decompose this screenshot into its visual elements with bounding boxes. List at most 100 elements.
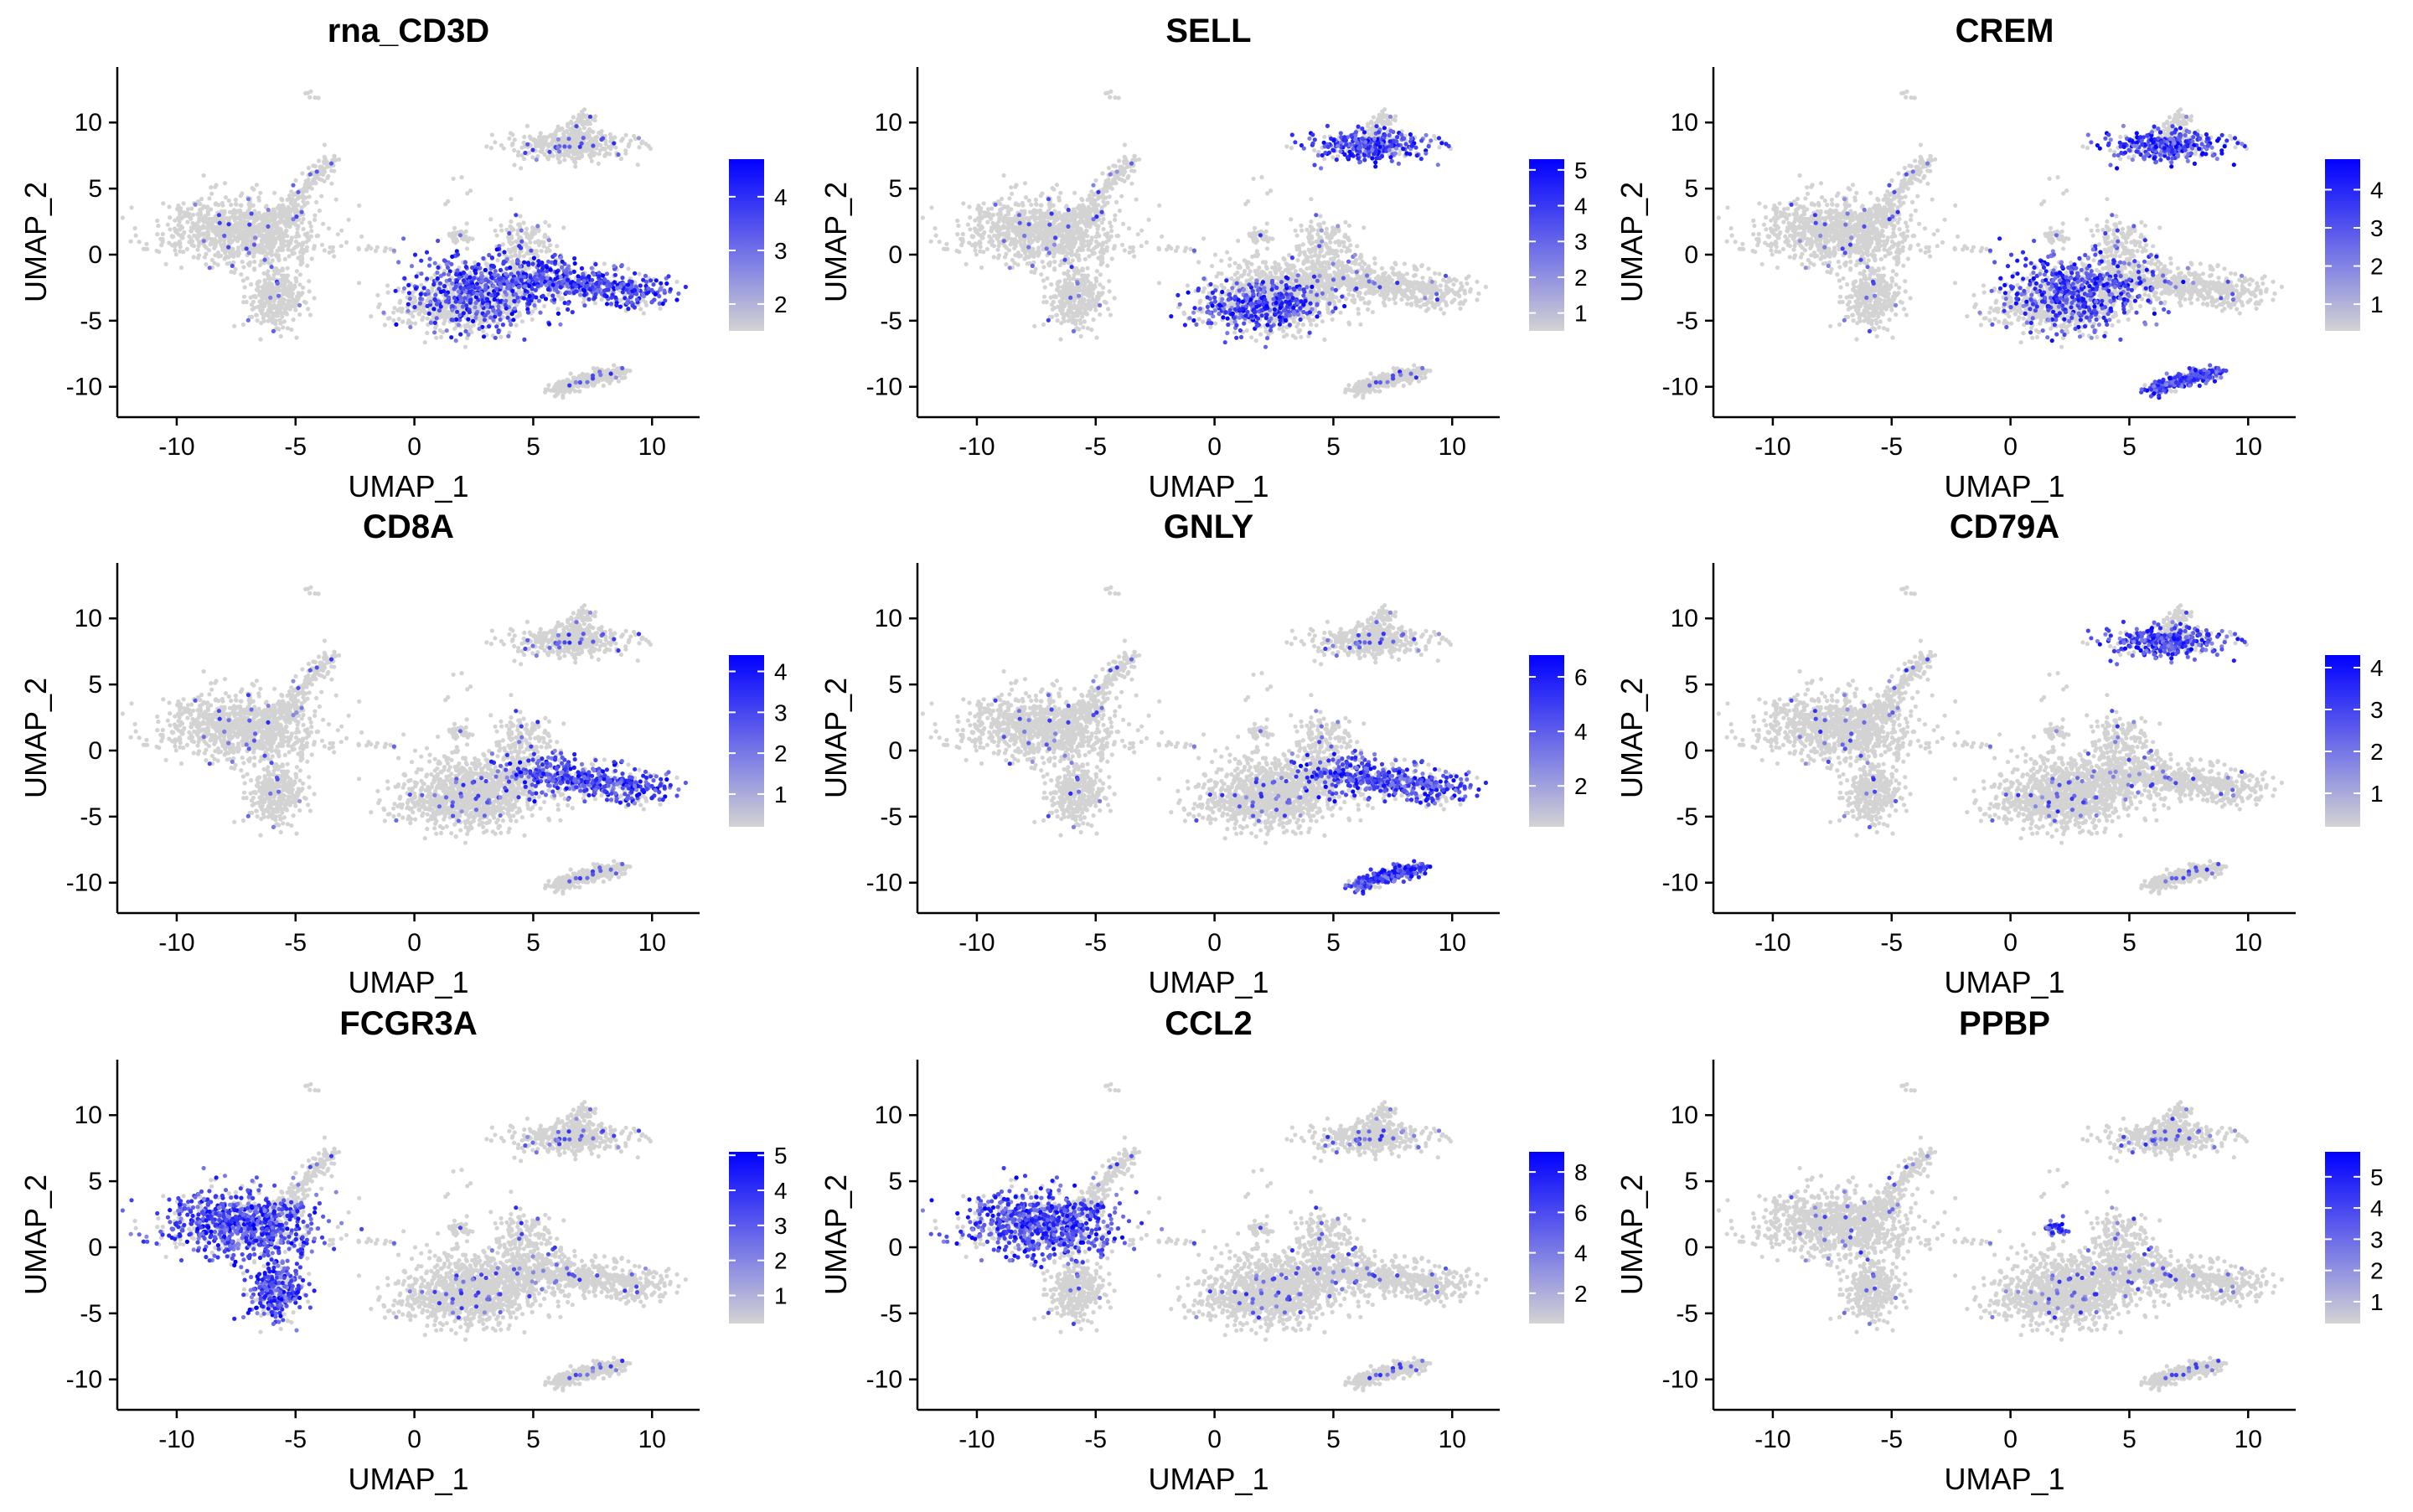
cell-point: [998, 210, 1002, 214]
cell-point: [607, 152, 612, 156]
cell-point: [1026, 218, 1031, 222]
cell-point: [933, 226, 938, 230]
cell-point: [313, 218, 317, 222]
cell-point: [394, 323, 398, 327]
cell-point: [259, 321, 263, 325]
cell-point: [527, 151, 531, 155]
umap-points: [921, 90, 1488, 400]
cell-point: [1065, 235, 1069, 239]
cell-point: [214, 183, 219, 187]
cell-point: [539, 131, 543, 135]
cell-point: [639, 141, 643, 145]
cell-point: [279, 197, 283, 201]
cell-point: [601, 273, 605, 277]
cell-point: [189, 206, 194, 210]
cell-point: [444, 304, 448, 308]
cell-point: [630, 280, 634, 284]
cell-point: [476, 286, 480, 291]
cell-point: [512, 299, 516, 303]
cell-point: [497, 253, 501, 257]
cell-point: [651, 282, 655, 286]
cell-point: [566, 307, 570, 312]
cell-point: [514, 314, 519, 318]
cell-point: [454, 300, 458, 304]
cell-point: [989, 206, 994, 210]
cell-point: [472, 276, 476, 281]
x-tick-label: -10: [158, 433, 194, 461]
cell-point: [617, 379, 621, 384]
cell-point: [676, 292, 680, 296]
cell-point: [356, 246, 360, 250]
cell-point: [522, 338, 526, 342]
cell-point: [921, 215, 925, 219]
cell-point: [433, 292, 437, 297]
cell-point: [296, 224, 300, 228]
cell-point: [645, 292, 649, 296]
cell-point: [499, 268, 503, 272]
cell-point: [535, 224, 540, 228]
cell-point: [632, 134, 636, 138]
cell-point: [612, 264, 616, 268]
cell-point: [442, 312, 447, 317]
cell-point: [1136, 232, 1140, 236]
cell-point: [1060, 223, 1064, 227]
cell-point: [1109, 224, 1113, 229]
cell-point: [294, 336, 298, 340]
cell-point: [402, 286, 406, 291]
cell-point: [1015, 262, 1020, 266]
cell-point: [121, 215, 125, 219]
cell-point: [339, 244, 344, 248]
cell-point: [961, 232, 965, 236]
cell-point: [168, 215, 172, 219]
x-tick-label: 0: [407, 433, 421, 461]
cell-point: [202, 239, 206, 243]
cell-point: [329, 168, 333, 173]
cell-point: [579, 374, 583, 379]
cell-point: [391, 311, 395, 315]
cell-point: [436, 266, 440, 270]
cell-point: [275, 230, 279, 234]
cell-point: [1048, 261, 1052, 265]
cell-point: [573, 134, 577, 138]
cell-point: [248, 261, 252, 265]
cell-point: [387, 316, 391, 320]
cell-point: [1033, 251, 1037, 255]
cell-point: [189, 216, 193, 220]
cell-point: [256, 318, 260, 323]
cell-point: [554, 130, 558, 134]
cell-point: [462, 286, 466, 291]
cell-point: [252, 267, 256, 271]
cell-point: [562, 144, 566, 148]
cell-point: [571, 310, 575, 314]
cell-point: [542, 304, 546, 308]
cell-point: [316, 234, 320, 238]
cell-point: [485, 304, 489, 308]
cell-point: [227, 199, 231, 203]
cell-point: [281, 268, 285, 272]
cell-point: [426, 289, 430, 293]
cell-point: [574, 289, 578, 293]
cell-point: [585, 380, 589, 384]
cell-point: [591, 143, 595, 147]
cell-point: [297, 291, 301, 295]
y-tick-label: 0: [88, 241, 102, 269]
cell-point: [547, 150, 551, 154]
cell-point: [522, 254, 526, 258]
cell-point: [1102, 227, 1106, 231]
cell-point: [278, 297, 282, 302]
cell-point: [606, 368, 610, 372]
cell-point: [561, 140, 566, 144]
cell-point: [532, 303, 536, 307]
cell-point: [279, 216, 283, 220]
cell-point: [560, 266, 564, 270]
cell-point: [1065, 212, 1069, 216]
cell-point: [295, 269, 299, 273]
cell-point: [983, 214, 987, 218]
cell-point: [586, 297, 591, 302]
cell-point: [974, 229, 978, 233]
cell-point: [483, 317, 487, 322]
cell-point: [590, 278, 594, 282]
cell-point: [279, 334, 283, 338]
cell-point: [1160, 235, 1164, 239]
cell-point: [383, 323, 387, 327]
